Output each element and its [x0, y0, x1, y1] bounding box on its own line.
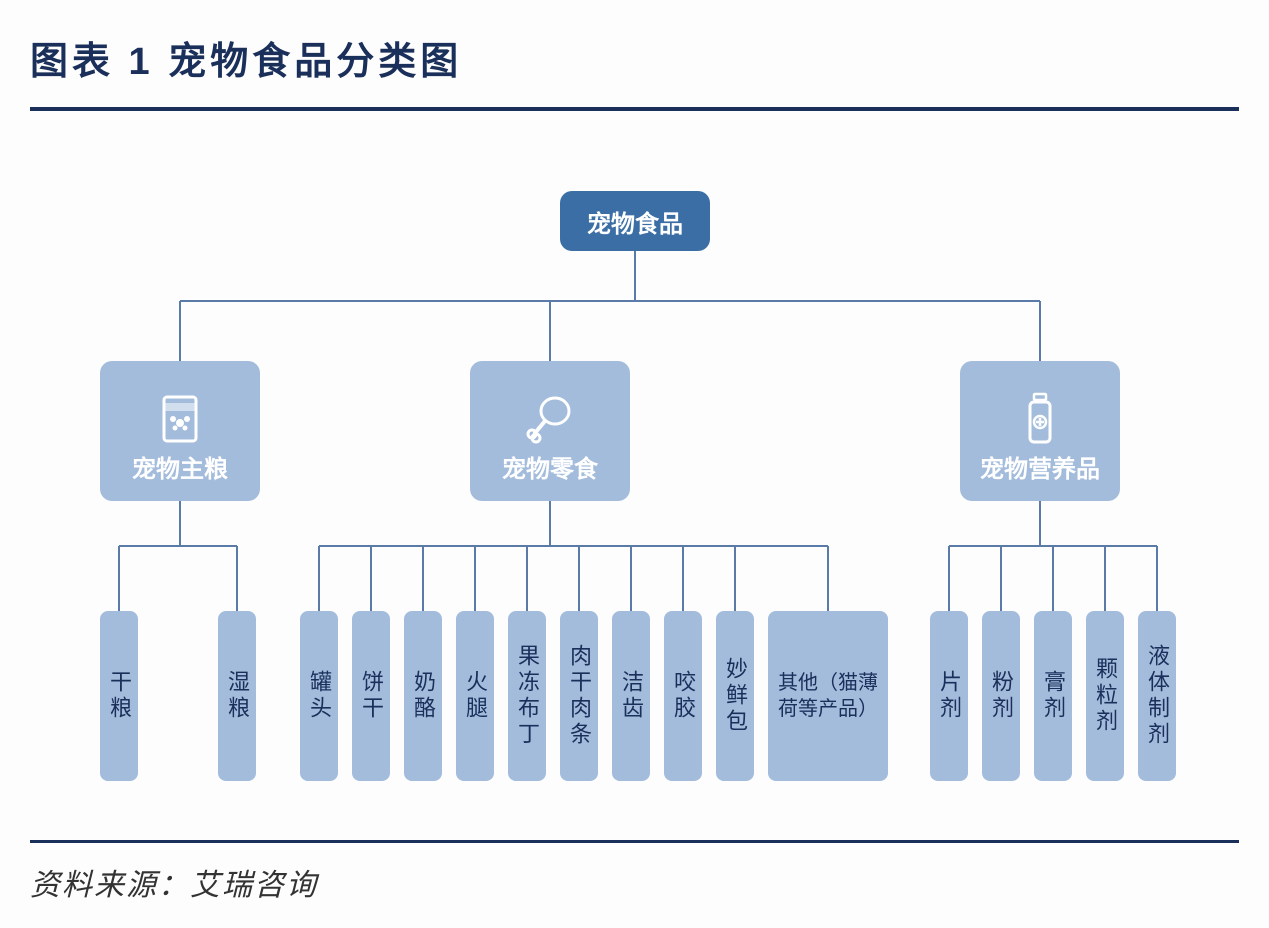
leaf-node: 果冻布丁 — [508, 611, 546, 781]
leaf-node: 火腿 — [456, 611, 494, 781]
figure-title-bar: 图表 1 宠物食品分类图 — [0, 0, 1269, 95]
leaf-node: 膏剂 — [1034, 611, 1072, 781]
bottle-icon — [1022, 389, 1058, 449]
leaf-node: 其他（猫薄荷等产品） — [768, 611, 888, 781]
category-label: 宠物零食 — [502, 449, 598, 484]
leaf-node: 颗粒剂 — [1086, 611, 1124, 781]
leaf-node: 干粮 — [100, 611, 138, 781]
bag-icon — [158, 389, 202, 449]
leaf-node: 液体制剂 — [1138, 611, 1176, 781]
category-node-snacks: 宠物零食 — [470, 361, 630, 501]
leaf-node: 洁齿 — [612, 611, 650, 781]
tree-diagram: 宠物食品 宠物主粮干粮湿粮 宠物零食罐头饼干奶酪火腿果冻布丁肉干肉条洁齿咬胶妙鲜… — [0, 111, 1269, 811]
leaf-node: 肉干肉条 — [560, 611, 598, 781]
source-attribution: 资料来源：艾瑞咨询 — [30, 860, 318, 904]
leaf-node: 妙鲜包 — [716, 611, 754, 781]
leaf-node: 罐头 — [300, 611, 338, 781]
category-label: 宠物主粮 — [132, 449, 228, 484]
figure-title: 图表 1 宠物食品分类图 — [30, 30, 1239, 85]
category-node-nutrition: 宠物营养品 — [960, 361, 1120, 501]
leaf-node: 片剂 — [930, 611, 968, 781]
leaf-node: 饼干 — [352, 611, 390, 781]
root-node: 宠物食品 — [560, 191, 710, 251]
leaf-node: 奶酪 — [404, 611, 442, 781]
drumstick-icon — [525, 389, 575, 449]
category-node-main_food: 宠物主粮 — [100, 361, 260, 501]
category-label: 宠物营养品 — [980, 449, 1100, 484]
leaf-node: 粉剂 — [982, 611, 1020, 781]
leaf-node: 湿粮 — [218, 611, 256, 781]
bottom-rule — [30, 840, 1239, 843]
leaf-node: 咬胶 — [664, 611, 702, 781]
